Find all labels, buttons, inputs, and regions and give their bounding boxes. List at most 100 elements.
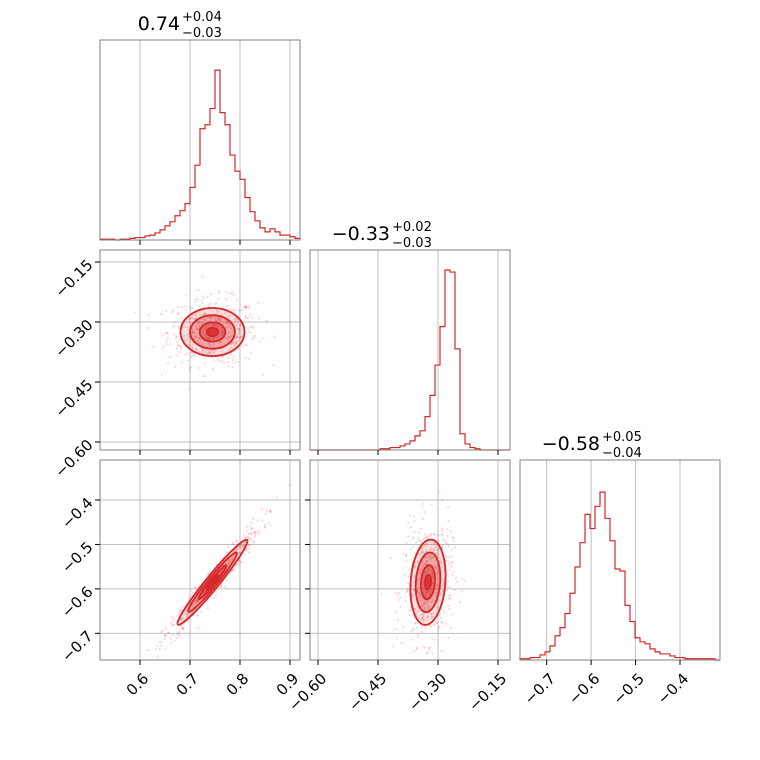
sample-point — [195, 600, 198, 603]
x-tick-label: −0.7 — [521, 670, 559, 708]
sample-point — [244, 307, 248, 310]
x-tick-label: 0.7 — [173, 670, 203, 700]
sample-point — [418, 594, 422, 597]
sample-point — [245, 306, 248, 309]
sample-point — [201, 320, 204, 324]
sample-point — [235, 319, 238, 322]
sample-point — [237, 560, 240, 563]
sample-point — [250, 526, 254, 530]
sample-point — [228, 315, 232, 318]
sample-point — [407, 535, 410, 538]
sample-point — [203, 591, 206, 594]
sample-point — [412, 588, 415, 592]
sample-point — [193, 337, 196, 340]
sample-point — [421, 550, 424, 554]
sample-point — [219, 340, 222, 343]
sample-point — [226, 562, 229, 565]
sample-point — [220, 313, 223, 316]
sample-point — [411, 536, 415, 539]
sample-point — [170, 621, 173, 624]
sample-point — [430, 600, 433, 604]
panel-background — [520, 460, 720, 660]
sample-point — [212, 343, 216, 346]
sample-point — [214, 594, 218, 597]
sample-point — [158, 648, 161, 651]
sample-point — [427, 646, 431, 649]
sample-point — [454, 576, 457, 579]
sample-point — [183, 334, 186, 338]
density-contour — [424, 573, 432, 591]
sample-point — [412, 515, 415, 518]
sample-point — [441, 569, 444, 573]
sample-point — [213, 302, 217, 306]
sample-point — [258, 530, 261, 533]
sample-point — [196, 321, 199, 324]
sample-point — [220, 350, 223, 353]
sample-point — [273, 335, 276, 338]
sample-point — [427, 590, 430, 593]
sample-point — [239, 323, 242, 326]
sample-point — [441, 544, 444, 547]
sample-point — [429, 593, 432, 596]
sample-point — [202, 375, 205, 378]
sample-point — [190, 351, 193, 354]
sample-point — [263, 523, 266, 527]
sample-point — [232, 543, 235, 546]
sample-point — [425, 651, 428, 654]
sample-point — [185, 294, 188, 297]
sample-point — [450, 548, 453, 551]
sample-point — [418, 577, 421, 580]
sample-point — [416, 610, 420, 613]
sample-point — [421, 604, 424, 607]
sample-point — [195, 600, 199, 603]
sample-point — [191, 317, 194, 320]
sample-point — [200, 322, 203, 325]
sample-point — [197, 366, 200, 369]
sample-point — [413, 530, 416, 534]
sample-point — [237, 332, 240, 335]
sample-point — [172, 324, 175, 327]
sample-point — [198, 324, 201, 327]
sample-point — [165, 342, 168, 346]
sample-point — [424, 563, 427, 566]
sample-point — [448, 607, 451, 611]
sample-point — [192, 329, 195, 332]
sample-point — [430, 503, 433, 506]
sample-point — [430, 587, 433, 591]
sample-point — [435, 595, 438, 598]
sample-point — [438, 613, 442, 616]
sample-point — [435, 572, 438, 576]
sample-point — [229, 292, 232, 295]
sample-point — [197, 337, 201, 340]
sample-point — [435, 544, 438, 547]
sample-point — [451, 561, 454, 564]
sample-point — [425, 549, 428, 552]
sample-point — [175, 335, 178, 338]
sample-point — [186, 333, 189, 336]
panel-frame — [309, 249, 511, 451]
sample-point — [216, 324, 220, 328]
sample-point — [216, 319, 219, 322]
sample-point — [434, 546, 437, 549]
sample-point — [423, 571, 426, 574]
sample-point — [170, 615, 173, 618]
sample-point — [440, 585, 443, 588]
sample-point — [442, 538, 445, 541]
sample-point — [247, 536, 250, 540]
sample-point — [238, 324, 242, 327]
sample-point — [220, 360, 224, 363]
sample-point — [422, 583, 425, 586]
sample-point — [180, 306, 183, 309]
sample-point — [427, 608, 430, 611]
sample-point — [219, 340, 222, 344]
sample-point — [169, 637, 172, 640]
sample-point — [177, 344, 180, 347]
sample-point — [250, 532, 253, 535]
sample-point — [235, 317, 239, 321]
sample-point — [418, 595, 422, 598]
sample-point — [239, 544, 242, 547]
sample-point — [406, 589, 409, 592]
sample-point — [194, 585, 197, 588]
sample-point — [226, 316, 229, 319]
sample-point — [228, 573, 232, 576]
